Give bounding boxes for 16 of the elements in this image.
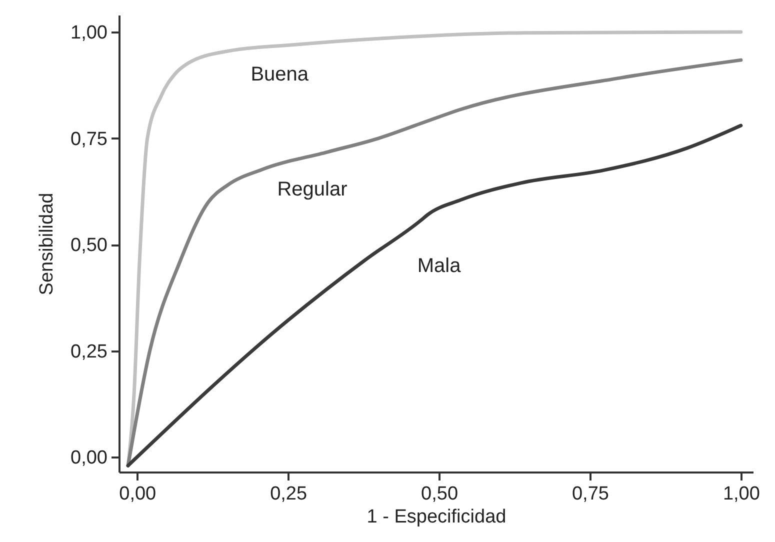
x-tick-label: 0,25 [270, 484, 308, 504]
line-series [126, 124, 743, 468]
y-tick-label: 1,00 [70, 22, 108, 44]
y-tick-label: 0,75 [70, 128, 108, 150]
y-axis-title: Sensibilidad [36, 192, 58, 296]
series-label: Mala [417, 254, 462, 277]
x-axis-title: 1 - Especificidad [366, 506, 506, 528]
series-label: Regular [277, 178, 348, 200]
x-tick-label: 0,50 [421, 484, 458, 504]
x-tick-label: 1,00 [722, 484, 760, 504]
y-tick-label: 0,50 [70, 235, 108, 256]
series-label: Buena [250, 64, 310, 86]
x-tick-label: 0,00 [119, 484, 156, 504]
x-tick-label: 0,75 [572, 484, 609, 504]
y-tick-label: 0,25 [70, 341, 108, 362]
y-tick-label: 0,00 [70, 448, 108, 469]
